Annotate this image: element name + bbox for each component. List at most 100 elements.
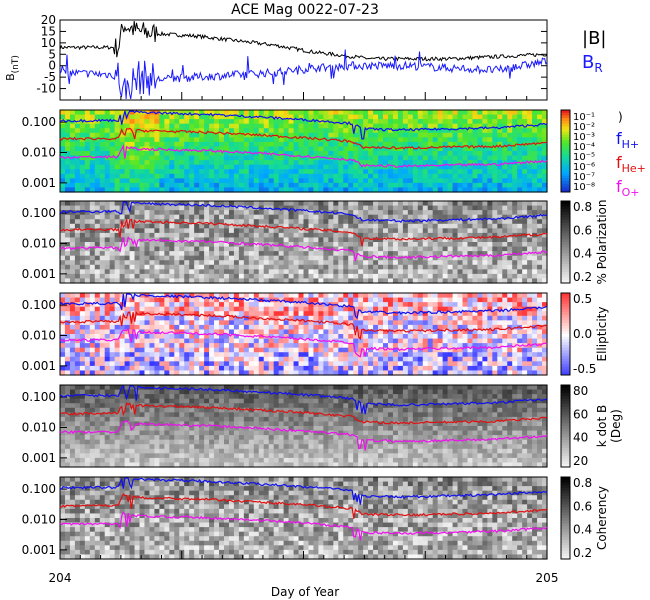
heatmap-cell bbox=[253, 306, 260, 312]
heatmap-cell bbox=[397, 260, 404, 266]
heatmap-cell bbox=[497, 246, 503, 252]
polarization-f_O-line bbox=[59, 236, 548, 262]
heatmap-cell bbox=[288, 205, 295, 211]
heatmap-cell bbox=[303, 232, 310, 239]
heatmap-cell bbox=[258, 164, 265, 170]
heatmap-cell bbox=[228, 311, 235, 317]
heatmap-cell bbox=[139, 251, 146, 257]
heatmap-cell bbox=[303, 315, 310, 321]
heatmap-cell bbox=[109, 370, 116, 376]
colorbar-swatch bbox=[561, 161, 570, 166]
heatmap-cell bbox=[194, 146, 200, 152]
heatmap-cell bbox=[387, 311, 394, 317]
heatmap-cell bbox=[313, 169, 320, 175]
heatmap-cell bbox=[313, 123, 320, 129]
heatmap-cell bbox=[308, 178, 315, 184]
heatmap-cell bbox=[417, 173, 424, 179]
heatmap-cell bbox=[134, 352, 141, 358]
heatmap-cell bbox=[64, 329, 71, 335]
heatmap-cell bbox=[278, 302, 285, 308]
heatmap-cell bbox=[214, 128, 220, 134]
heatmap-cell bbox=[149, 187, 156, 193]
heatmap-cell bbox=[64, 278, 71, 284]
heatmap-cell bbox=[373, 370, 379, 376]
heatmap-cell bbox=[373, 160, 379, 166]
heatmap-cell bbox=[99, 255, 106, 261]
heatmap-cell bbox=[209, 160, 215, 166]
heatmap-cell bbox=[263, 297, 270, 303]
heatmap-cell bbox=[383, 228, 389, 234]
heatmap-cell bbox=[74, 324, 81, 331]
heatmap-cell bbox=[323, 260, 329, 266]
heatmap-cell bbox=[502, 251, 508, 257]
heatmap-cell bbox=[199, 347, 205, 353]
heatmap-cell bbox=[228, 264, 235, 270]
heatmap-cell bbox=[427, 164, 434, 170]
heatmap-cell bbox=[397, 315, 404, 321]
heatmap-cell bbox=[194, 110, 200, 116]
heatmap-cell bbox=[298, 210, 305, 216]
heatmap-cell bbox=[363, 370, 369, 376]
heatmap-cell bbox=[248, 146, 255, 152]
heatmap-cell bbox=[373, 315, 379, 321]
heatmap-cell bbox=[308, 110, 315, 116]
heatmap-cell bbox=[114, 137, 121, 143]
heatmap-cell bbox=[139, 205, 146, 211]
heatmap-cell bbox=[149, 232, 156, 239]
heatmap-cell bbox=[124, 251, 131, 257]
heatmap-cell bbox=[194, 132, 200, 138]
heatmap-cell bbox=[522, 173, 528, 179]
heatmap-cell bbox=[104, 242, 111, 248]
heatmap-cell bbox=[169, 306, 175, 312]
heatmap-cell bbox=[104, 110, 111, 116]
heatmap-cell bbox=[199, 146, 205, 152]
heatmap-cell bbox=[114, 338, 121, 344]
heatmap-cell bbox=[323, 123, 329, 129]
heatmap-cell bbox=[164, 278, 170, 284]
heatmap-cell bbox=[79, 329, 86, 335]
heatmap-cell bbox=[427, 269, 434, 275]
heatmap-cell bbox=[238, 246, 245, 252]
heatmap-cell bbox=[278, 146, 285, 152]
heatmap-cell bbox=[79, 320, 86, 326]
heatmap-cell bbox=[437, 255, 444, 261]
heatmap-cell bbox=[407, 219, 414, 225]
heatmap-cell bbox=[60, 110, 66, 116]
heatmap-cell bbox=[134, 320, 141, 326]
heatmap-cell bbox=[258, 302, 265, 308]
colorbar-swatch bbox=[561, 266, 570, 270]
heatmap-cell bbox=[527, 273, 533, 280]
heatmap-cell bbox=[223, 347, 230, 353]
heatmap-cell bbox=[209, 297, 215, 303]
heatmap-cell bbox=[293, 255, 300, 261]
heatmap-cell bbox=[452, 119, 459, 125]
heatmap-cell bbox=[169, 361, 175, 367]
heatmap-cell bbox=[214, 110, 220, 116]
heatmap-cell bbox=[233, 269, 240, 275]
heatmap-cell bbox=[417, 164, 424, 170]
heatmap-cell bbox=[293, 119, 300, 125]
heatmap-cell bbox=[283, 237, 290, 243]
heatmap-cell bbox=[273, 264, 280, 270]
heatmap-cell bbox=[338, 329, 344, 335]
heatmap-cell bbox=[368, 146, 374, 152]
heatmap-cell bbox=[114, 205, 121, 211]
heatmap-cell bbox=[223, 297, 230, 303]
heatmap-cell bbox=[114, 242, 121, 248]
heatmap-cell bbox=[293, 228, 300, 234]
heatmap-cell bbox=[189, 178, 195, 184]
heatmap-cell bbox=[238, 302, 245, 308]
heatmap-cell bbox=[149, 228, 156, 234]
heatmap-cell bbox=[383, 315, 389, 321]
heatmap-cell bbox=[283, 320, 290, 326]
heatmap-cell bbox=[383, 214, 389, 220]
heatmap-cell bbox=[64, 356, 71, 362]
heatmap-cell bbox=[69, 302, 76, 308]
heatmap-cell bbox=[124, 352, 131, 358]
heatmap-cell bbox=[189, 237, 195, 243]
colorbar-swatch bbox=[561, 242, 570, 246]
colorbar-swatch bbox=[561, 164, 570, 168]
heatmap-cell bbox=[358, 219, 364, 225]
heatmap-cell bbox=[94, 169, 101, 175]
heatmap-cell bbox=[119, 214, 126, 220]
